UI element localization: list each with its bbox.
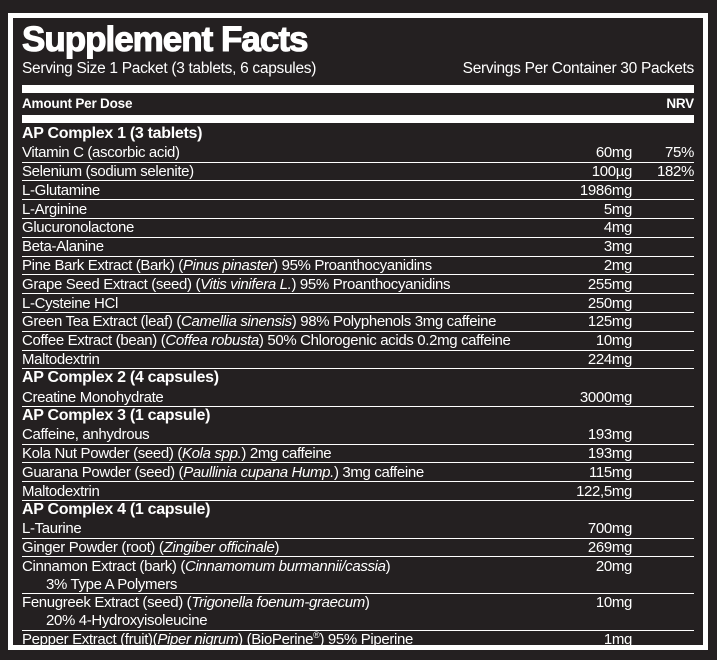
ingredient-name: Grape Seed Extract (seed) (Vitis vinifer… [22, 275, 451, 293]
ingredient-name: Glucuronolactone [22, 219, 134, 237]
ingredient-name: Caffeine, anhydrous [22, 426, 150, 444]
ingredient-amount: 3mg [603, 238, 632, 256]
ingredient-amount: 3000mg [579, 388, 632, 406]
ingredient-row: L-Taurine 700mg [22, 520, 694, 539]
section-header: AP Complex 2 (4 capsules) [22, 369, 219, 387]
ingredient-name: Kola Nut Powder (seed) (Kola spp.) 2mg c… [22, 444, 332, 462]
ingredient-name: Maltodextrin [22, 482, 100, 500]
serving-size-text: Serving Size 1 Packet (3 tablets, 6 caps… [22, 60, 317, 77]
ingredient-name: Fenugreek Extract (seed) (Trigonella foe… [22, 594, 370, 612]
ingredient-name: L-Glutamine [22, 181, 100, 199]
ingredient-nrv: 75% [665, 144, 694, 162]
ingredient-amount: 193mg [587, 444, 632, 462]
ingredient-row: Green Tea Extract (leaf) (Camellia sinen… [22, 313, 694, 332]
ingredient-amount: 250mg [587, 294, 632, 312]
thick-divider-top [22, 85, 694, 93]
ingredient-amount: 122,5mg [576, 482, 632, 500]
ingredient-name: Guarana Powder (seed) (Paullinia cupana … [22, 463, 424, 481]
column-header-row: Amount Per Dose NRV [22, 93, 694, 115]
ingredient-row: Kola Nut Powder (seed) (Kola spp.) 2mg c… [22, 445, 694, 464]
ingredient-row: Pine Bark Extract (Bark) (Pinus pinaster… [22, 257, 694, 276]
ingredient-amount: 1mg [603, 630, 632, 648]
ingredient-row: Beta-Alanine 3mg [22, 238, 694, 257]
ingredient-row: Glucuronolactone 4mg [22, 219, 694, 238]
ingredient-row: Grape Seed Extract (seed) (Vitis vinifer… [22, 275, 694, 295]
thick-divider-bottom [22, 115, 694, 123]
ingredient-name: Green Tea Extract (leaf) (Camellia sinen… [22, 313, 497, 331]
ingredient-name: L-Cysteine HCl [22, 294, 118, 312]
ingredient-row: Maltodextrin 122,5mg [22, 482, 694, 501]
ingredient-name: L-Taurine [22, 520, 82, 538]
serving-info-row: Serving Size 1 Packet (3 tablets, 6 caps… [22, 60, 694, 78]
ingredient-name: L-Arginine [22, 200, 87, 218]
label-frame: Supplement Facts Serving Size 1 Packet (… [8, 13, 708, 650]
ingredient-amount: 100µg [591, 162, 633, 180]
nrv-column-label: NRV [666, 96, 694, 111]
ingredient-amount: 125mg [587, 313, 632, 331]
ingredient-amount: 224mg [587, 350, 632, 368]
ingredient-amount: 255mg [587, 275, 632, 293]
ingredient-amount: 269mg [587, 538, 632, 556]
ingredient-row: Vitamin C (ascorbic acid) 60mg 75% [22, 144, 694, 163]
ingredient-row: Pepper Extract (fruit)(Piper nigrum) (Bi… [22, 630, 694, 648]
ingredient-amount: 10mg [595, 594, 632, 612]
ingredient-name: Selenium (sodium selenite) [22, 162, 194, 180]
section-header: AP Complex 1 (3 tablets) [22, 125, 203, 142]
ingredient-amount: 700mg [587, 520, 632, 538]
ingredient-row: Selenium (sodium selenite) 100µg 182% [22, 163, 694, 182]
ingredient-name: Pine Bark Extract (Bark) (Pinus pinaster… [22, 256, 432, 274]
ingredient-name: Creatine Monohydrate [22, 388, 164, 406]
ingredient-row: L-Glutamine 1986mg [22, 181, 694, 201]
ingredient-row: Fenugreek Extract (seed) (Trigonella foe… [22, 594, 694, 631]
ingredient-row: Cinnamon Extract (bark) (Cinnamomum burm… [22, 557, 694, 594]
ingredient-amount: 1986mg [579, 181, 632, 199]
ingredient-amount: 60mg [595, 144, 632, 162]
ingredient-amount: 10mg [595, 332, 632, 350]
ingredient-name: Vitamin C (ascorbic acid) [22, 144, 180, 162]
amount-per-dose-label: Amount Per Dose [22, 96, 133, 111]
ingredient-name: Maltodextrin [22, 350, 100, 368]
servings-per-container-text: Servings Per Container 30 Packets [462, 60, 695, 77]
section-header: AP Complex 3 (1 capsule) [22, 406, 211, 424]
ingredient-amount: 5mg [603, 200, 632, 218]
ingredient-row: Ginger Powder (root) (Zingiber officinal… [22, 539, 694, 558]
ingredient-name: Pepper Extract (fruit)(Piper nigrum) (Bi… [22, 630, 413, 648]
ingredient-name: Beta-Alanine [22, 238, 104, 256]
ingredient-row: Creatine Monohydrate 3000mg [22, 388, 694, 407]
ingredient-name: Coffee Extract (bean) (Coffea robusta) 5… [22, 332, 511, 350]
ingredient-subtext: 20% 4-Hydroxyisoleucine [46, 612, 208, 630]
ingredient-amount: 193mg [587, 426, 632, 444]
ingredient-row: Coffee Extract (bean) (Coffea robusta) 5… [22, 332, 694, 351]
ingredient-amount: 20mg [595, 557, 632, 575]
ingredient-row: Guarana Powder (seed) (Paullinia cupana … [22, 463, 694, 483]
ingredient-row: Maltodextrin 224mg [22, 351, 694, 370]
ingredient-name: Cinnamon Extract (bark) (Cinnamomum burm… [22, 557, 391, 575]
ingredient-subtext: 3% Type A Polymers [46, 575, 177, 593]
ingredient-nrv: 182% [657, 162, 694, 180]
panel-title: Supplement Facts [21, 20, 309, 59]
ingredient-amount: 4mg [603, 219, 632, 237]
ingredient-table: AP Complex 1 (3 tablets) Vitamin C (ascor… [22, 125, 694, 648]
ingredient-row: L-Cysteine HCl 250mg [22, 294, 694, 313]
ingredient-name: Ginger Powder (root) (Zingiber officinal… [22, 538, 280, 556]
ingredient-amount: 2mg [603, 256, 632, 274]
section-header: AP Complex 4 (1 capsule) [22, 500, 211, 518]
ingredient-amount: 115mg [588, 463, 632, 481]
ingredient-row: L-Arginine 5mg [22, 200, 694, 219]
ingredient-row: Caffeine, anhydrous 193mg [22, 426, 694, 445]
